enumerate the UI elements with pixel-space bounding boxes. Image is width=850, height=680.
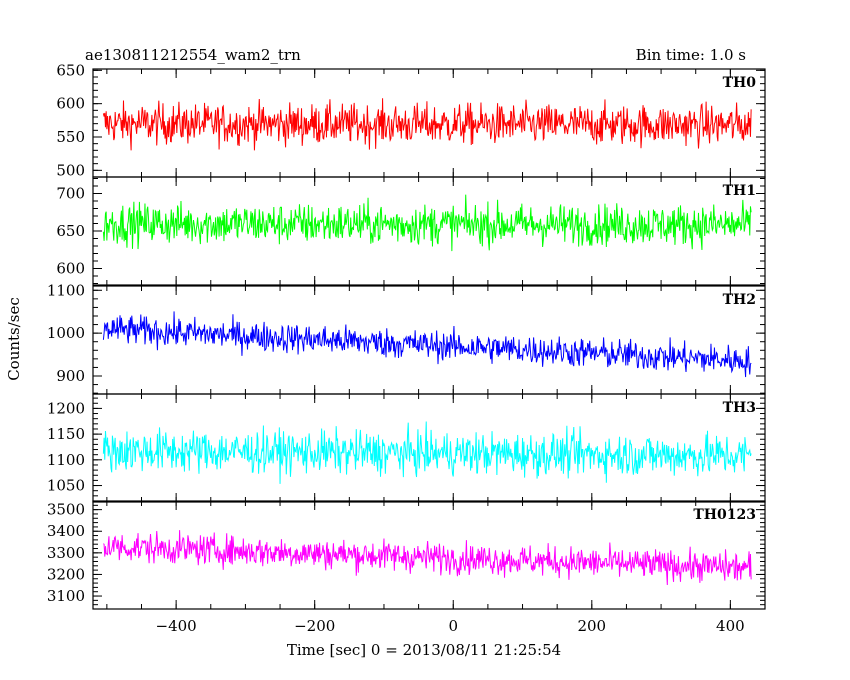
y-tick-label-th1-650: 650 bbox=[56, 222, 85, 240]
series-line-th0123 bbox=[103, 530, 752, 585]
y-tick-label-th0-600: 600 bbox=[56, 95, 85, 113]
panel-label-th3: TH3 bbox=[723, 400, 756, 416]
y-tick-label-th0123-3200: 3200 bbox=[47, 565, 85, 583]
x-tick-label-2: 0 bbox=[448, 617, 458, 635]
y-tick-label-th2-1000: 1000 bbox=[47, 324, 85, 342]
x-axis-label: Time [sec] 0 = 2013/08/11 21:25:54 bbox=[287, 641, 561, 659]
y-tick-label-th2-1100: 1100 bbox=[47, 281, 85, 299]
panel-label-th2: TH2 bbox=[723, 292, 756, 308]
x-tick-label-0: −400 bbox=[156, 617, 197, 635]
panel-frame-th3 bbox=[92, 393, 766, 503]
x-tick-label-4: 400 bbox=[716, 617, 745, 635]
panel-frame-th2 bbox=[92, 285, 766, 395]
y-axis-label: Counts/sec bbox=[5, 297, 23, 381]
y-tick-label-th1-600: 600 bbox=[56, 260, 85, 278]
chart-subtitle: Bin time: 1.0 s bbox=[636, 46, 746, 64]
panel-label-th0: TH0 bbox=[723, 75, 757, 91]
y-tick-label-th0123-3500: 3500 bbox=[47, 501, 85, 519]
x-tick-label-1: −200 bbox=[294, 617, 335, 635]
series-line-th3 bbox=[102, 421, 752, 484]
y-tick-label-th0123-3100: 3100 bbox=[47, 587, 85, 605]
y-tick-label-th2-900: 900 bbox=[56, 367, 85, 385]
y-tick-label-th0-650: 650 bbox=[56, 61, 85, 79]
y-tick-label-th3-1100: 1100 bbox=[47, 451, 85, 469]
y-tick-label-th0-500: 500 bbox=[56, 161, 85, 179]
panel-label-th0123: TH0123 bbox=[693, 507, 756, 523]
y-tick-label-th0-550: 550 bbox=[56, 128, 85, 146]
series-line-th1 bbox=[102, 194, 752, 252]
y-tick-label-th3-1150: 1150 bbox=[47, 425, 85, 443]
chart-title: ae130811212554_wam2_trn bbox=[85, 46, 301, 64]
y-tick-label-th0123-3300: 3300 bbox=[47, 544, 85, 562]
y-tick-label-th1-700: 700 bbox=[56, 185, 85, 203]
y-tick-label-th3-1050: 1050 bbox=[47, 477, 85, 495]
panel-label-th1: TH1 bbox=[723, 183, 756, 199]
x-tick-label-3: 200 bbox=[577, 617, 606, 635]
y-tick-label-th3-1200: 1200 bbox=[47, 399, 85, 417]
series-line-th2 bbox=[102, 311, 752, 378]
y-tick-label-th0123-3400: 3400 bbox=[47, 522, 85, 540]
series-line-th0 bbox=[102, 98, 752, 151]
panel-frame-th0123 bbox=[92, 500, 766, 610]
